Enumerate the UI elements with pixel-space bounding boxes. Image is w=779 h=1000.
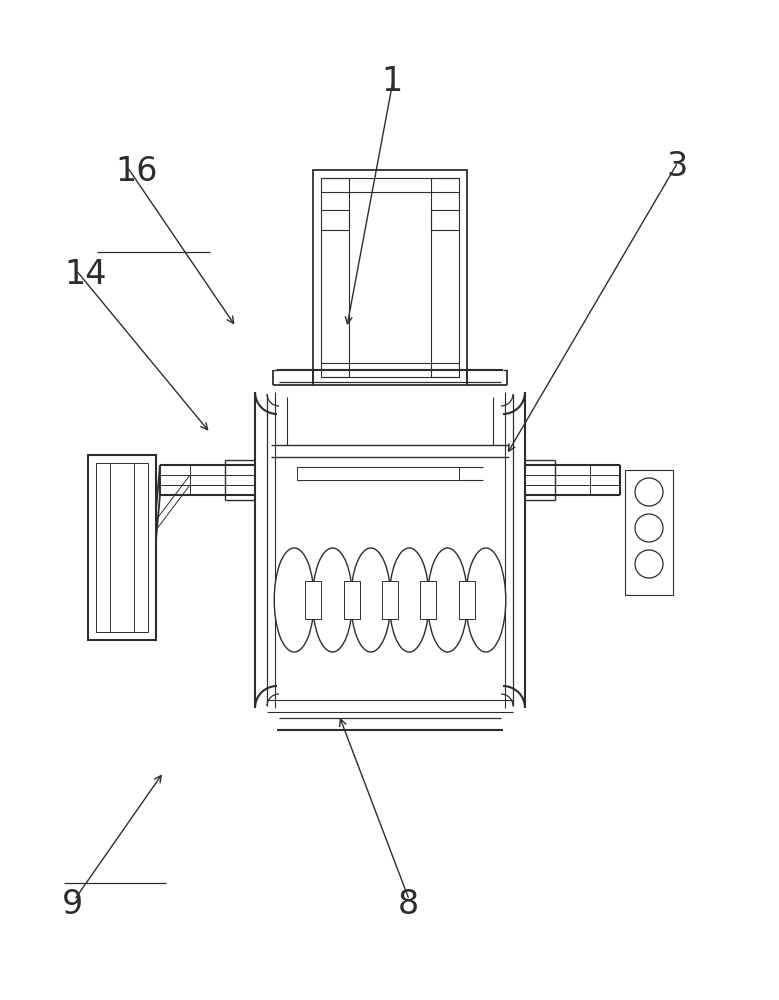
Bar [96,463,148,632]
Ellipse shape [312,548,352,652]
Text: 14: 14 [64,258,107,291]
Bar [382,581,398,619]
Ellipse shape [428,548,467,652]
Bar [297,467,459,480]
Text: 8: 8 [397,888,418,921]
Bar [431,178,459,377]
Bar [459,581,474,619]
Ellipse shape [635,478,663,506]
Text: 16: 16 [115,155,158,188]
Bar [88,455,156,640]
Ellipse shape [351,548,391,652]
Bar [421,581,436,619]
Bar [625,470,673,595]
Text: 9: 9 [62,888,83,921]
Ellipse shape [390,548,429,652]
Bar [344,581,360,619]
Bar [313,170,467,385]
Bar [321,178,349,377]
Ellipse shape [635,514,663,542]
Ellipse shape [466,548,506,652]
Text: 1: 1 [382,65,403,98]
Ellipse shape [274,548,314,652]
Ellipse shape [635,550,663,578]
Bar [305,581,321,619]
Text: 3: 3 [666,150,687,183]
